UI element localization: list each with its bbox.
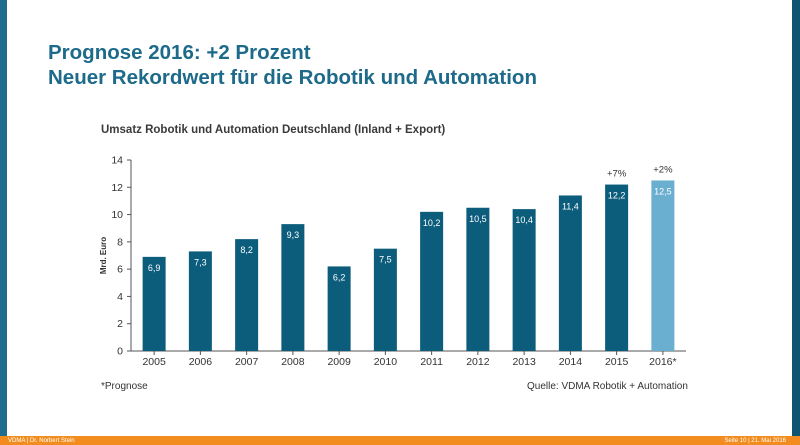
bar: [142, 256, 166, 351]
y-tick-label: 4: [117, 291, 123, 303]
x-tick-label: 2006: [189, 356, 213, 368]
slide-title: Prognose 2016: +2 Prozent Neuer Rekordwe…: [48, 40, 537, 90]
bar: [512, 209, 536, 351]
y-tick-label: 8: [117, 236, 123, 248]
growth-annotation: +7%: [607, 169, 627, 180]
title-line-2: Neuer Rekordwert für die Robotik und Aut…: [48, 66, 537, 89]
bar-value-label: 12,5: [654, 186, 672, 196]
x-tick-label: 2013: [512, 356, 536, 368]
x-tick-label: 2015: [605, 356, 629, 368]
bar-value-label: 10,2: [423, 218, 441, 228]
y-axis-title: Mrd. Euro: [99, 237, 108, 274]
bar: [188, 251, 212, 351]
x-tick-label: 2014: [559, 356, 583, 368]
bar-value-label: 10,4: [515, 215, 533, 225]
bar: [420, 211, 444, 351]
y-tick-label: 12: [111, 182, 123, 194]
x-tick-label: 2008: [281, 356, 305, 368]
bar-value-label: 7,5: [379, 255, 392, 265]
bar: [327, 266, 351, 351]
bar-value-label: 6,2: [333, 272, 346, 282]
x-tick-label: 2011: [420, 356, 443, 368]
bar-value-label: 6,9: [148, 263, 161, 273]
bar: [235, 239, 259, 351]
left-accent-bar: [0, 0, 7, 437]
growth-annotation: +2%: [653, 164, 673, 175]
x-tick-label: 2007: [235, 356, 259, 368]
y-tick-label: 10: [111, 209, 123, 221]
bar: [651, 180, 675, 351]
chart-title: Umsatz Robotik und Automation Deutschlan…: [101, 124, 446, 136]
y-tick-label: 0: [117, 346, 123, 358]
bar: [605, 184, 629, 351]
bar: [466, 207, 490, 351]
bar-value-label: 11,4: [562, 201, 579, 211]
bar-value-label: 10,5: [469, 214, 487, 224]
right-edge-bar: [792, 0, 800, 437]
bar-value-label: 12,2: [608, 191, 626, 201]
x-tick-label: 2016*: [649, 356, 676, 368]
bar-value-label: 8,2: [240, 245, 253, 255]
bar: [373, 248, 397, 351]
bar-value-label: 7,3: [194, 257, 207, 267]
x-tick-label: 2009: [327, 356, 351, 368]
x-tick-label: 2010: [374, 356, 398, 368]
y-tick-label: 14: [111, 155, 123, 167]
bar: [281, 224, 305, 351]
y-tick-label: 6: [117, 264, 123, 276]
source-note: Quelle: VDMA Robotik + Automation: [527, 381, 688, 392]
footer-page-info: Seite 10 | 21. Mai 2016: [724, 438, 786, 444]
title-line-1: Prognose 2016: +2 Prozent: [48, 41, 311, 64]
footer-bar: [0, 436, 800, 445]
footnote: *Prognose: [101, 381, 148, 392]
x-tick-label: 2005: [142, 356, 166, 368]
x-tick-label: 2012: [466, 356, 490, 368]
y-tick-label: 2: [117, 318, 123, 330]
bar-value-label: 9,3: [287, 230, 300, 240]
footer-author: VDMA | Dr. Norbert Stein: [8, 438, 75, 444]
bar: [558, 195, 582, 351]
